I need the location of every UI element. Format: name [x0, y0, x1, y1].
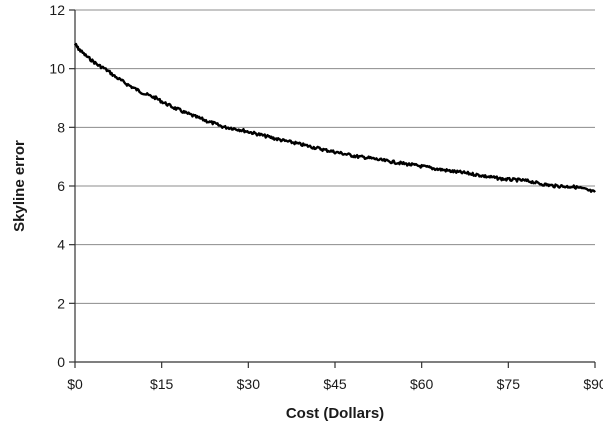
x-axis-title: Cost (Dollars): [286, 405, 384, 422]
y-tick-label: 8: [57, 119, 65, 135]
gridlines: [75, 9, 595, 304]
tick-labels: 0 2 4 6 8 10 12 $0 $15 $30 $45 $60 $75 $90: [49, 2, 603, 392]
x-tick-label: $90: [583, 376, 603, 392]
y-tick-label: 0: [57, 354, 65, 370]
y-tick-label: 10: [49, 61, 65, 77]
x-tick-label: $0: [67, 376, 83, 392]
y-tick-label: 12: [49, 2, 65, 18]
axes: [69, 9, 596, 368]
series: [73, 42, 596, 193]
y-tick-label: 4: [57, 237, 65, 253]
x-tick-label: $75: [497, 376, 521, 392]
y-tick-label: 6: [57, 178, 65, 194]
x-tick-label: $30: [237, 376, 261, 392]
x-tick-label: $60: [410, 376, 434, 392]
y-axis-title: Skyline error: [11, 140, 28, 232]
x-tick-label: $45: [323, 376, 347, 392]
x-tick-label: $15: [150, 376, 174, 392]
series-line-0: [73, 42, 596, 193]
y-tick-label: 2: [57, 295, 65, 311]
